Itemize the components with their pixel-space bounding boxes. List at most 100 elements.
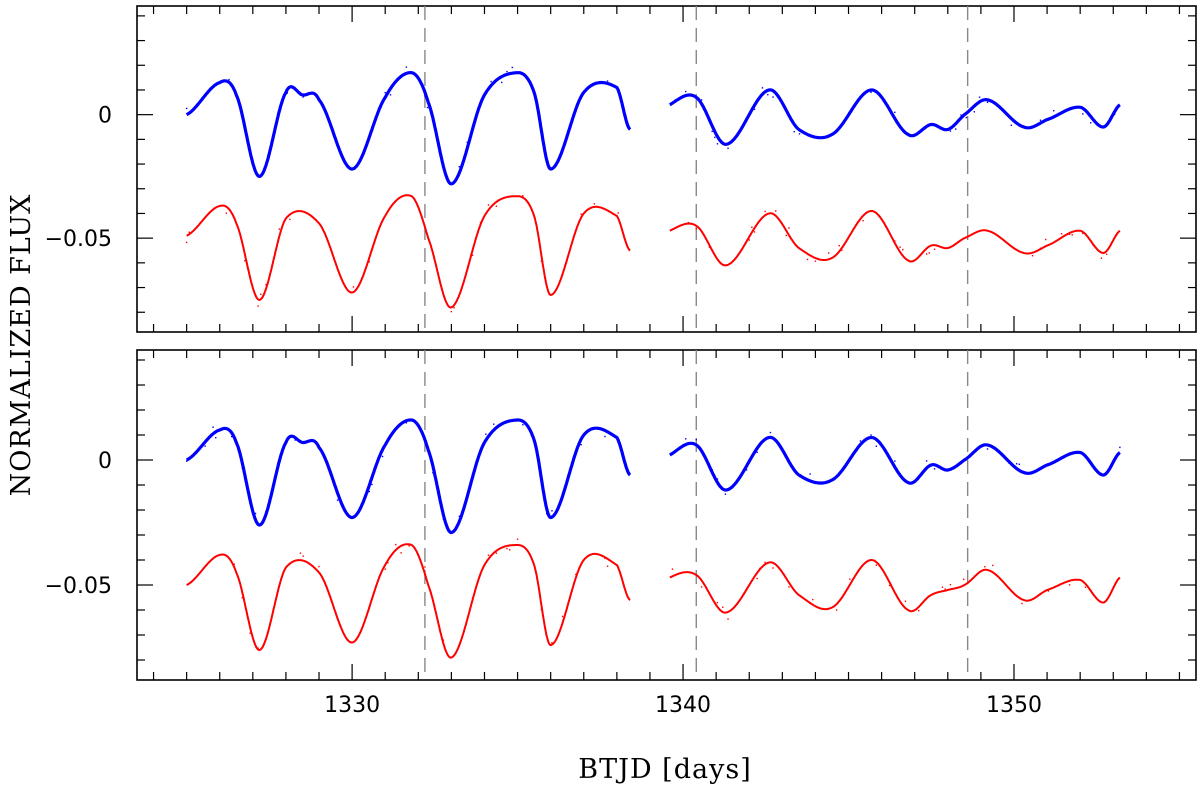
data-point [487, 554, 490, 556]
data-point [500, 81, 503, 84]
panel-bottom [136, 349, 1197, 681]
data-point [479, 221, 482, 224]
data-point [785, 234, 787, 237]
data-point [894, 240, 896, 242]
data-point [1082, 232, 1084, 235]
data-point [336, 499, 339, 501]
data-point [684, 90, 687, 93]
data-point [204, 445, 206, 447]
data-point [625, 122, 627, 124]
data-point [722, 606, 724, 608]
data-point [299, 552, 302, 554]
data-point [474, 240, 476, 242]
data-point [228, 78, 230, 81]
data-point [859, 440, 862, 442]
data-point [870, 91, 872, 94]
x-tick-labels: 1330 1340 1350 [324, 693, 1042, 718]
data-point [915, 608, 917, 611]
data-point [978, 96, 981, 98]
data-point [986, 101, 989, 104]
data-point [788, 115, 790, 118]
data-point [241, 467, 243, 469]
data-point [1045, 238, 1047, 241]
data-point [1018, 463, 1020, 465]
data-point [878, 215, 880, 217]
data-point [442, 518, 445, 520]
data-point [695, 439, 697, 441]
data-point [490, 80, 492, 83]
data-point [849, 578, 851, 580]
data-point [883, 222, 885, 224]
data-point [241, 596, 243, 599]
data-point [772, 567, 774, 569]
data-point [899, 246, 901, 248]
data-point [294, 439, 296, 441]
data-point [928, 252, 930, 254]
data-point [485, 433, 487, 435]
data-point [1039, 119, 1042, 121]
data-point [328, 469, 331, 471]
data-point [511, 66, 513, 69]
data-point [1113, 113, 1116, 116]
data-point [1034, 471, 1036, 474]
data-point [894, 111, 896, 114]
series-curve [668, 88, 1121, 146]
y-ticks [137, 359, 1196, 661]
data-point [257, 305, 259, 307]
data-point [711, 130, 713, 133]
data-point [302, 555, 304, 557]
data-point [1068, 233, 1071, 236]
data-point [352, 286, 355, 288]
data-point [965, 116, 968, 119]
data-point [827, 252, 830, 254]
data-point [265, 283, 267, 286]
data-point [925, 253, 928, 255]
series-curve [669, 210, 1121, 267]
series-curve [186, 194, 631, 309]
data-point [788, 586, 790, 588]
data-point [320, 450, 323, 452]
data-point [891, 463, 893, 465]
data-point [318, 445, 320, 448]
data-point [262, 643, 265, 646]
x-ticks [152, 6, 1181, 332]
y-ticks [137, 15, 1196, 313]
data-point [700, 99, 703, 101]
data-point [508, 549, 511, 551]
data-point [606, 565, 609, 567]
panels-layer [136, 5, 1197, 681]
data-point [772, 96, 774, 98]
data-point [268, 158, 270, 160]
data-point [215, 436, 217, 439]
data-point [1084, 586, 1087, 588]
data-point [567, 478, 569, 481]
data-point [1031, 255, 1034, 257]
data-point [604, 435, 606, 438]
data-point [1039, 247, 1042, 250]
data-point [775, 210, 777, 212]
series-curve [185, 71, 632, 186]
data-point [949, 130, 952, 132]
data-point [756, 577, 758, 580]
data-point [551, 510, 553, 512]
data-point [962, 578, 965, 581]
data-point [275, 472, 278, 474]
x-tick-label: 1330 [324, 693, 380, 718]
data-point [522, 424, 524, 426]
data-point [479, 449, 482, 451]
data-point [984, 566, 986, 568]
data-point [368, 490, 371, 493]
data-point [373, 239, 376, 241]
series-curve [185, 418, 632, 535]
data-point [249, 632, 251, 634]
data-point [798, 475, 801, 477]
data-point [1047, 590, 1050, 592]
data-point [405, 66, 408, 68]
data-point [238, 103, 241, 105]
data-point [289, 218, 291, 221]
data-point [684, 438, 687, 440]
x-axis-title: BTJD [days] [578, 754, 751, 785]
data-point [617, 212, 619, 214]
data-point [432, 472, 434, 474]
data-point [687, 221, 690, 224]
